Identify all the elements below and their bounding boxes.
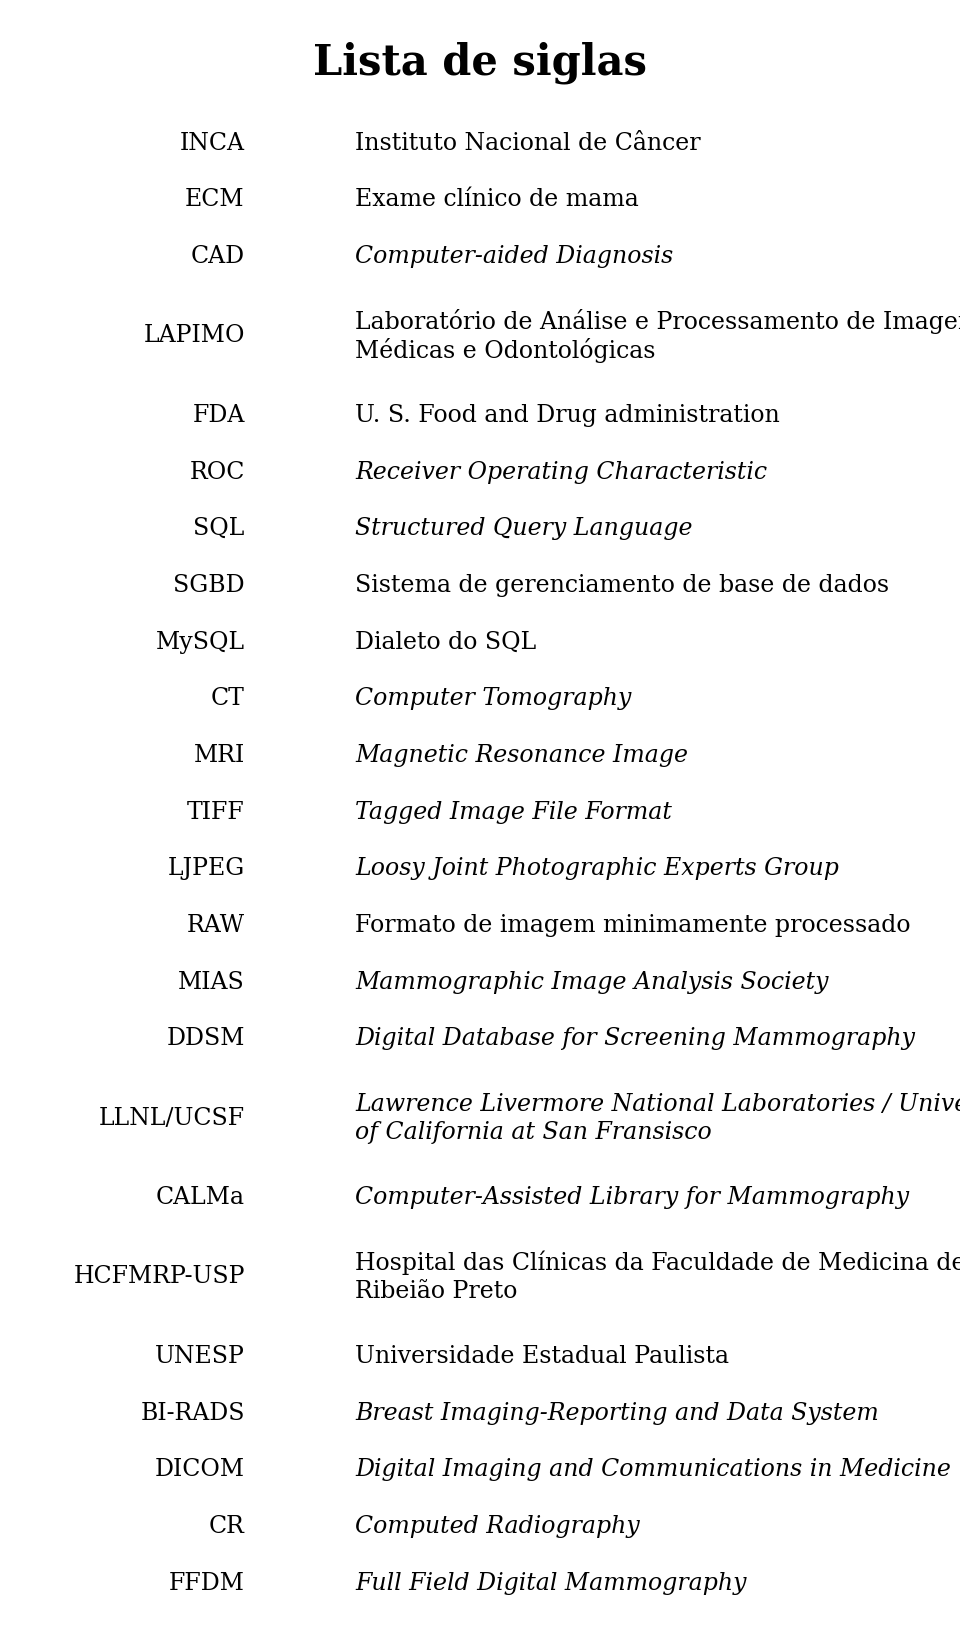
Text: SQL: SQL [193, 517, 245, 540]
Text: CAD: CAD [191, 245, 245, 267]
Text: Structured Query Language: Structured Query Language [355, 517, 693, 540]
Text: LAPIMO: LAPIMO [143, 325, 245, 348]
Text: Loosy Joint Photographic Experts Group: Loosy Joint Photographic Experts Group [355, 857, 839, 880]
Text: ROC: ROC [189, 461, 245, 484]
Text: MRI: MRI [194, 743, 245, 766]
Text: Lawrence Livermore National Laboratories / University: Lawrence Livermore National Laboratories… [355, 1093, 960, 1116]
Text: Digital Imaging and Communications in Medicine: Digital Imaging and Communications in Me… [355, 1459, 951, 1482]
Text: FDA: FDA [192, 404, 245, 427]
Text: U. S. Food and Drug administration: U. S. Food and Drug administration [355, 404, 780, 427]
Text: MIAS: MIAS [178, 971, 245, 994]
Text: Médicas e Odontológicas: Médicas e Odontológicas [355, 338, 656, 363]
Text: Digital Database for Screening Mammography: Digital Database for Screening Mammograp… [355, 1027, 915, 1050]
Text: LJPEG: LJPEG [168, 857, 245, 880]
Text: RAW: RAW [186, 914, 245, 937]
Text: Lista de siglas: Lista de siglas [313, 41, 647, 84]
Text: Mammographic Image Analysis Society: Mammographic Image Analysis Society [355, 971, 828, 994]
Text: BI-RADS: BI-RADS [140, 1401, 245, 1424]
Text: Laboratório de Análise e Processamento de Imagens: Laboratório de Análise e Processamento d… [355, 309, 960, 335]
Text: Exame clínico de mama: Exame clínico de mama [355, 189, 639, 212]
Text: Full Field Digital Mammography: Full Field Digital Mammography [355, 1572, 747, 1595]
Text: Computer-Assisted Library for Mammography: Computer-Assisted Library for Mammograph… [355, 1186, 909, 1209]
Text: CT: CT [211, 688, 245, 711]
Text: Formato de imagem minimamente processado: Formato de imagem minimamente processado [355, 914, 911, 937]
Text: TIFF: TIFF [187, 801, 245, 824]
Text: Breast Imaging-Reporting and Data System: Breast Imaging-Reporting and Data System [355, 1401, 879, 1424]
Text: Computer-aided Diagnosis: Computer-aided Diagnosis [355, 245, 674, 267]
Text: SGBD: SGBD [173, 574, 245, 597]
Text: Universidade Estadual Paulista: Universidade Estadual Paulista [355, 1346, 730, 1369]
Text: MySQL: MySQL [156, 630, 245, 653]
Text: Dialeto do SQL: Dialeto do SQL [355, 630, 537, 653]
Text: HCFMRP-USP: HCFMRP-USP [73, 1265, 245, 1288]
Text: Instituto Nacional de Câncer: Instituto Nacional de Câncer [355, 131, 701, 154]
Text: FFDM: FFDM [169, 1572, 245, 1595]
Text: Computer Tomography: Computer Tomography [355, 688, 632, 711]
Text: Ribeião Preto: Ribeião Preto [355, 1280, 517, 1303]
Text: CALMa: CALMa [156, 1186, 245, 1209]
Text: DDSM: DDSM [166, 1027, 245, 1050]
Text: LLNL/UCSF: LLNL/UCSF [99, 1106, 245, 1129]
Text: Computed Radiography: Computed Radiography [355, 1515, 640, 1538]
Text: Hospital das Clínicas da Faculdade de Medicina de: Hospital das Clínicas da Faculdade de Me… [355, 1250, 960, 1275]
Text: Magnetic Resonance Image: Magnetic Resonance Image [355, 743, 688, 766]
Text: DICOM: DICOM [155, 1459, 245, 1482]
Text: Tagged Image File Format: Tagged Image File Format [355, 801, 672, 824]
Text: ECM: ECM [185, 189, 245, 212]
Text: of California at San Fransisco: of California at San Fransisco [355, 1121, 712, 1144]
Text: Receiver Operating Characteristic: Receiver Operating Characteristic [355, 461, 767, 484]
Text: INCA: INCA [180, 131, 245, 154]
Text: UNESP: UNESP [155, 1346, 245, 1369]
Text: Sistema de gerenciamento de base de dados: Sistema de gerenciamento de base de dado… [355, 574, 889, 597]
Text: CR: CR [209, 1515, 245, 1538]
